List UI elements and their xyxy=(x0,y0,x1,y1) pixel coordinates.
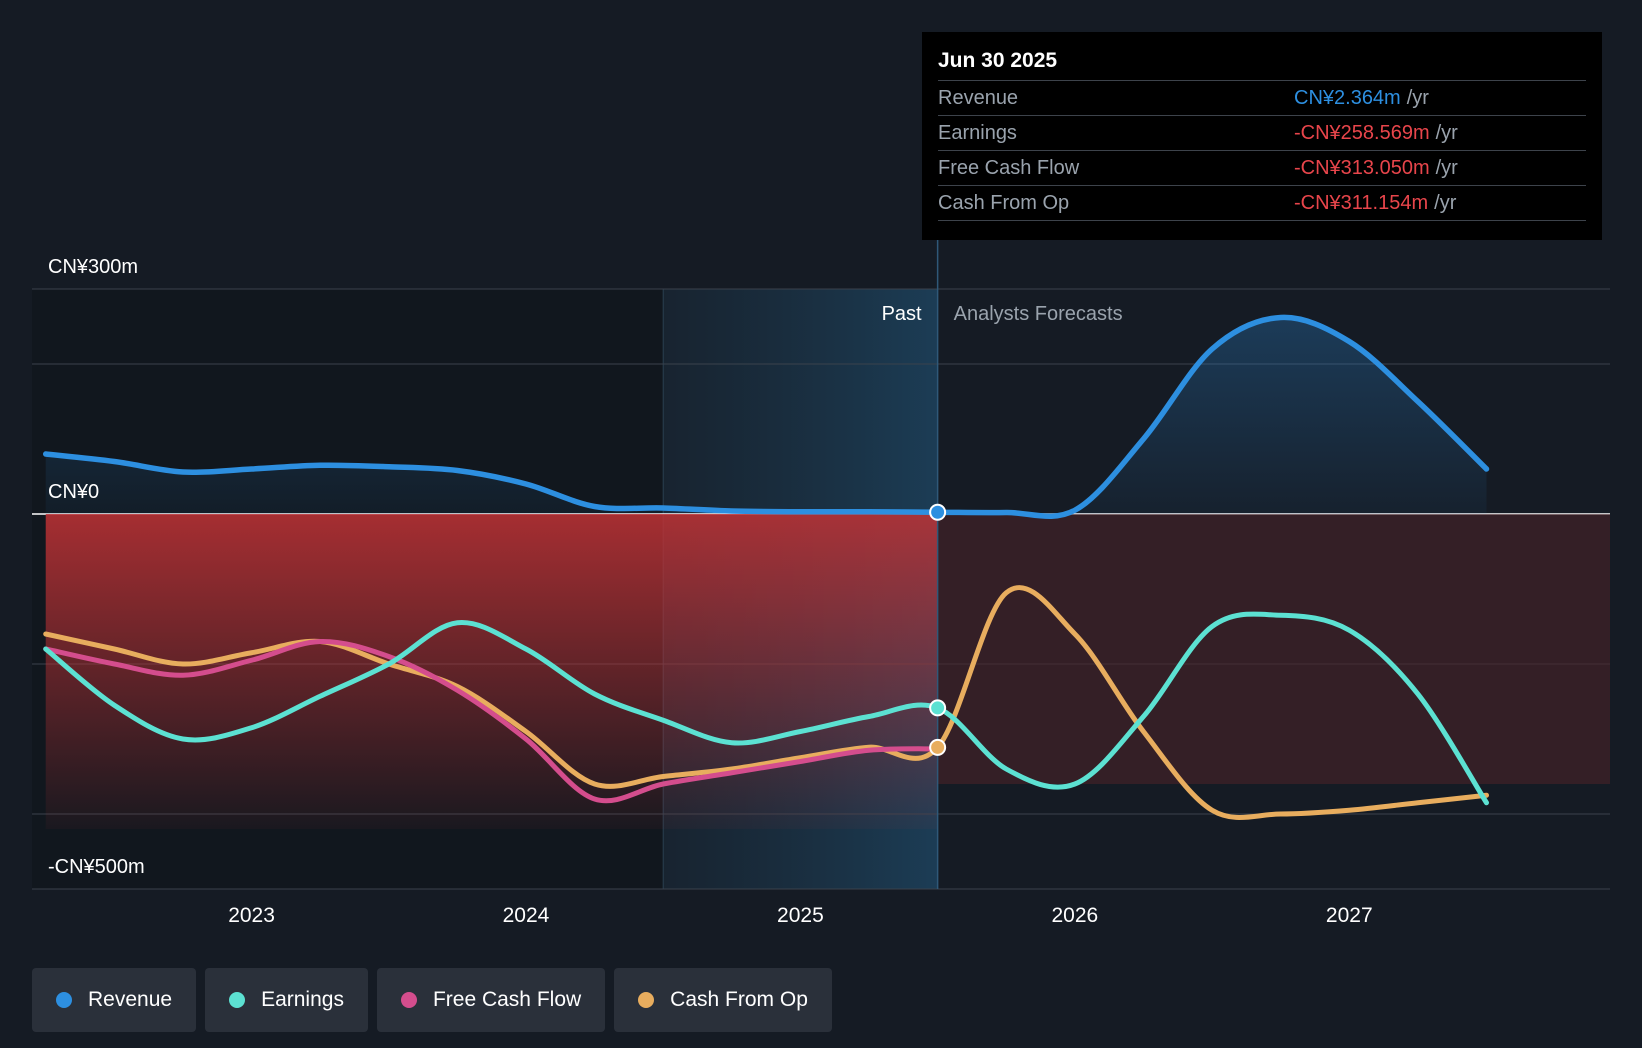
tooltip-row-name: Free Cash Flow xyxy=(938,157,1080,179)
revenue-line xyxy=(42,314,1490,519)
x-axis-tick-label: 2024 xyxy=(503,904,550,927)
tooltip: Jun 30 2025 Revenue CN¥2.364m /yr Earnin… xyxy=(922,32,1602,240)
tooltip-row-name: Earnings xyxy=(938,122,1017,144)
negative-forecast-area xyxy=(937,514,1610,784)
legend-label: Free Cash Flow xyxy=(432,988,582,1011)
x-axis-tick-label: 2025 xyxy=(777,904,824,927)
legend-dot-icon xyxy=(638,992,655,1008)
revenue-marker xyxy=(929,503,947,521)
legend-label: Earnings xyxy=(261,988,344,1011)
tooltip-row-unit: /yr xyxy=(1435,157,1458,179)
tooltip-row-unit: /yr xyxy=(1435,122,1458,144)
tooltip-row-earnings: Earnings -CN¥258.569m /yr xyxy=(938,116,1586,151)
tooltip-row-name: Cash From Op xyxy=(938,192,1070,214)
tooltip-row-value: -CN¥311.154m xyxy=(1294,192,1429,214)
revenue-area xyxy=(45,317,1487,517)
past-label: Past xyxy=(882,303,922,325)
tooltip-row-value: CN¥2.364m xyxy=(1294,87,1401,109)
forecast-label: Analysts Forecasts xyxy=(954,303,1123,325)
earnings-marker xyxy=(929,699,947,717)
legend-dot-icon xyxy=(229,992,246,1008)
x-axis-tick-label: 2027 xyxy=(1326,904,1373,927)
tooltip-row-unit: /yr xyxy=(1406,87,1429,109)
legend-dot-icon xyxy=(56,992,72,1008)
tooltip-row-cash-from-op: Cash From Op -CN¥311.154m /yr xyxy=(938,186,1586,221)
tooltip-row-revenue: Revenue CN¥2.364m /yr xyxy=(938,81,1586,116)
x-axis-tick-label: 2023 xyxy=(228,904,275,927)
tooltip-row-value: -CN¥258.569m xyxy=(1294,122,1430,144)
x-axis-tick-label: 2026 xyxy=(1051,904,1098,927)
tooltip-row-value: -CN¥313.050m xyxy=(1294,157,1430,179)
fcf-line xyxy=(43,638,941,804)
y-axis-label: CN¥0 xyxy=(48,481,99,503)
legend-item-revenue[interactable]: Revenue xyxy=(32,968,197,1032)
legend-label: Cash From Op xyxy=(670,988,808,1011)
negative-past-area xyxy=(45,514,938,829)
y-axis-label: -CN¥500m xyxy=(48,856,145,878)
tooltip-row-free-cash-flow: Free Cash Flow -CN¥313.050m /yr xyxy=(938,151,1586,186)
legend-item-free-cash-flow[interactable]: Free Cash Flow xyxy=(376,968,606,1032)
legend: Revenue Earnings Free Cash Flow Cash Fro… xyxy=(32,968,832,1032)
tooltip-date: Jun 30 2025 xyxy=(938,46,1586,81)
legend-dot-icon xyxy=(400,992,417,1008)
earnings-line xyxy=(43,611,1489,806)
y-axis-label: CN¥300m xyxy=(48,256,138,278)
legend-item-earnings[interactable]: Earnings xyxy=(205,968,368,1032)
cfo-marker xyxy=(929,738,947,756)
tooltip-row-name: Revenue xyxy=(938,87,1019,109)
legend-label: Revenue xyxy=(88,988,173,1011)
legend-item-cash-from-op[interactable]: Cash From Op xyxy=(614,968,832,1032)
tooltip-row-unit: /yr xyxy=(1434,192,1457,214)
